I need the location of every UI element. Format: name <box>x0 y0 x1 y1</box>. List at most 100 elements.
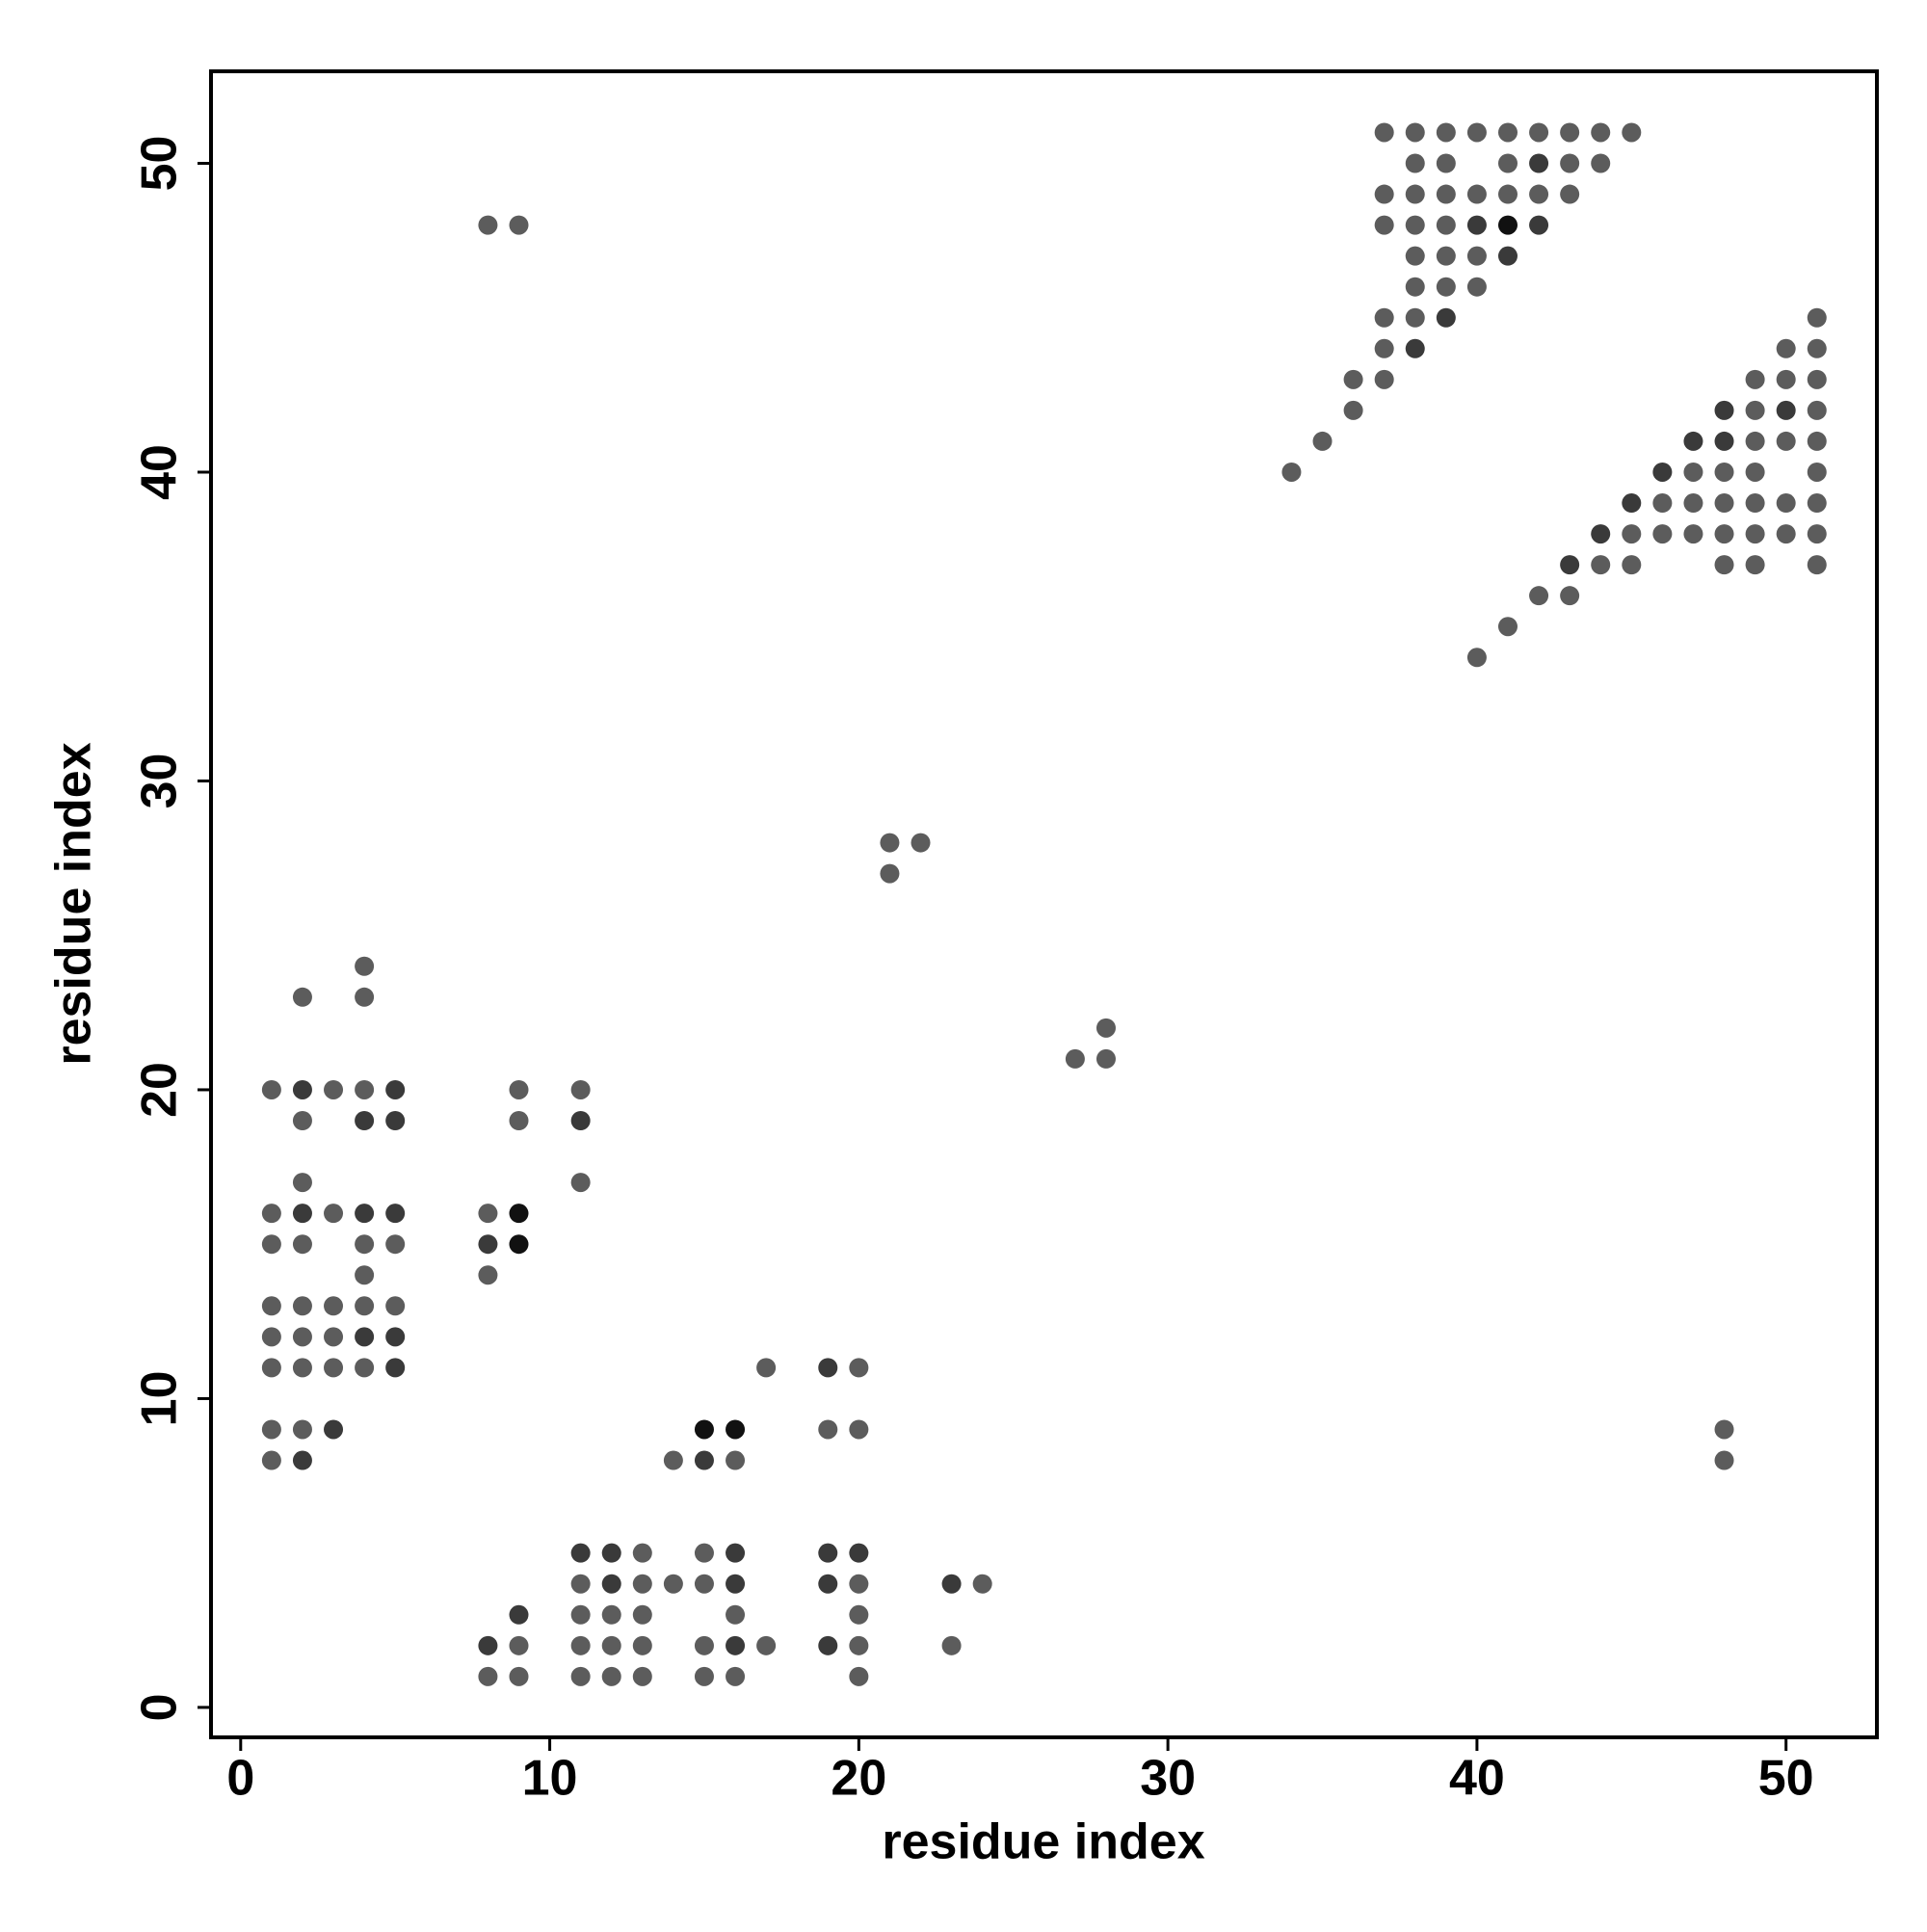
point <box>1405 307 1425 328</box>
point <box>601 1574 621 1594</box>
point <box>1683 493 1703 514</box>
point <box>509 1079 529 1099</box>
point <box>1652 524 1673 544</box>
point <box>1374 215 1394 235</box>
point <box>385 1110 406 1130</box>
point <box>478 215 498 235</box>
point <box>1714 431 1734 451</box>
point <box>355 1110 375 1130</box>
y-axis-label: residue index <box>46 742 102 1065</box>
point <box>1560 153 1580 173</box>
point <box>385 1358 406 1378</box>
point <box>632 1604 652 1625</box>
point <box>1807 462 1827 482</box>
point <box>261 1358 281 1378</box>
point <box>570 1173 591 1193</box>
point <box>1560 586 1580 606</box>
point <box>1776 338 1796 358</box>
point <box>1374 184 1394 204</box>
point <box>570 1574 591 1594</box>
point <box>941 1574 962 1594</box>
point <box>694 1419 714 1440</box>
point <box>726 1604 746 1625</box>
point <box>1466 648 1487 668</box>
point <box>1095 1048 1116 1069</box>
point <box>509 1604 529 1625</box>
point <box>1591 122 1611 143</box>
point <box>818 1543 838 1563</box>
point <box>261 1419 281 1440</box>
point <box>880 863 900 884</box>
y-tick-label: 30 <box>132 754 188 809</box>
point <box>261 1450 281 1470</box>
point <box>1714 400 1734 420</box>
point <box>818 1419 838 1440</box>
point <box>261 1296 281 1316</box>
point <box>1776 369 1796 389</box>
point <box>1497 246 1518 266</box>
point <box>1807 493 1827 514</box>
point <box>385 1204 406 1224</box>
point <box>1745 462 1765 482</box>
point <box>694 1543 714 1563</box>
point <box>1436 215 1456 235</box>
point <box>1714 1450 1734 1470</box>
x-tick-label: 20 <box>831 1751 886 1807</box>
point <box>1591 524 1611 544</box>
point <box>570 1635 591 1655</box>
point <box>1622 555 1642 575</box>
point <box>1436 307 1456 328</box>
point <box>1622 122 1642 143</box>
point <box>818 1574 838 1594</box>
point <box>1312 431 1333 451</box>
point <box>1776 524 1796 544</box>
x-tick-label: 30 <box>1140 1751 1196 1807</box>
point <box>601 1666 621 1686</box>
point <box>509 1110 529 1130</box>
point <box>292 1327 312 1347</box>
point <box>292 1358 312 1378</box>
point <box>1807 555 1827 575</box>
point <box>355 1327 375 1347</box>
point <box>1807 307 1827 328</box>
point <box>261 1204 281 1224</box>
point <box>941 1635 962 1655</box>
point <box>1374 338 1394 358</box>
point <box>509 1234 529 1255</box>
point <box>1343 400 1363 420</box>
point <box>324 1327 344 1347</box>
point <box>1683 462 1703 482</box>
point <box>1807 524 1827 544</box>
y-tick-label: 50 <box>132 136 188 192</box>
point <box>1714 524 1734 544</box>
x-tick-label: 50 <box>1758 1751 1814 1807</box>
point <box>478 1204 498 1224</box>
point <box>1745 400 1765 420</box>
point <box>1405 277 1425 297</box>
point <box>1745 493 1765 514</box>
point <box>355 1234 375 1255</box>
point <box>1714 462 1734 482</box>
x-tick-label: 0 <box>226 1751 254 1807</box>
point <box>726 1419 746 1440</box>
point <box>1466 246 1487 266</box>
point <box>355 1265 375 1285</box>
point <box>726 1543 746 1563</box>
point <box>1405 338 1425 358</box>
point <box>1652 493 1673 514</box>
point <box>726 1450 746 1470</box>
point <box>292 1234 312 1255</box>
point <box>849 1604 869 1625</box>
point <box>478 1666 498 1686</box>
point <box>1745 524 1765 544</box>
point <box>849 1574 869 1594</box>
point <box>570 1110 591 1130</box>
point <box>324 1079 344 1099</box>
point <box>292 1204 312 1224</box>
point <box>1745 431 1765 451</box>
point <box>1714 493 1734 514</box>
point <box>632 1666 652 1686</box>
point <box>1776 493 1796 514</box>
point <box>1095 1018 1116 1038</box>
